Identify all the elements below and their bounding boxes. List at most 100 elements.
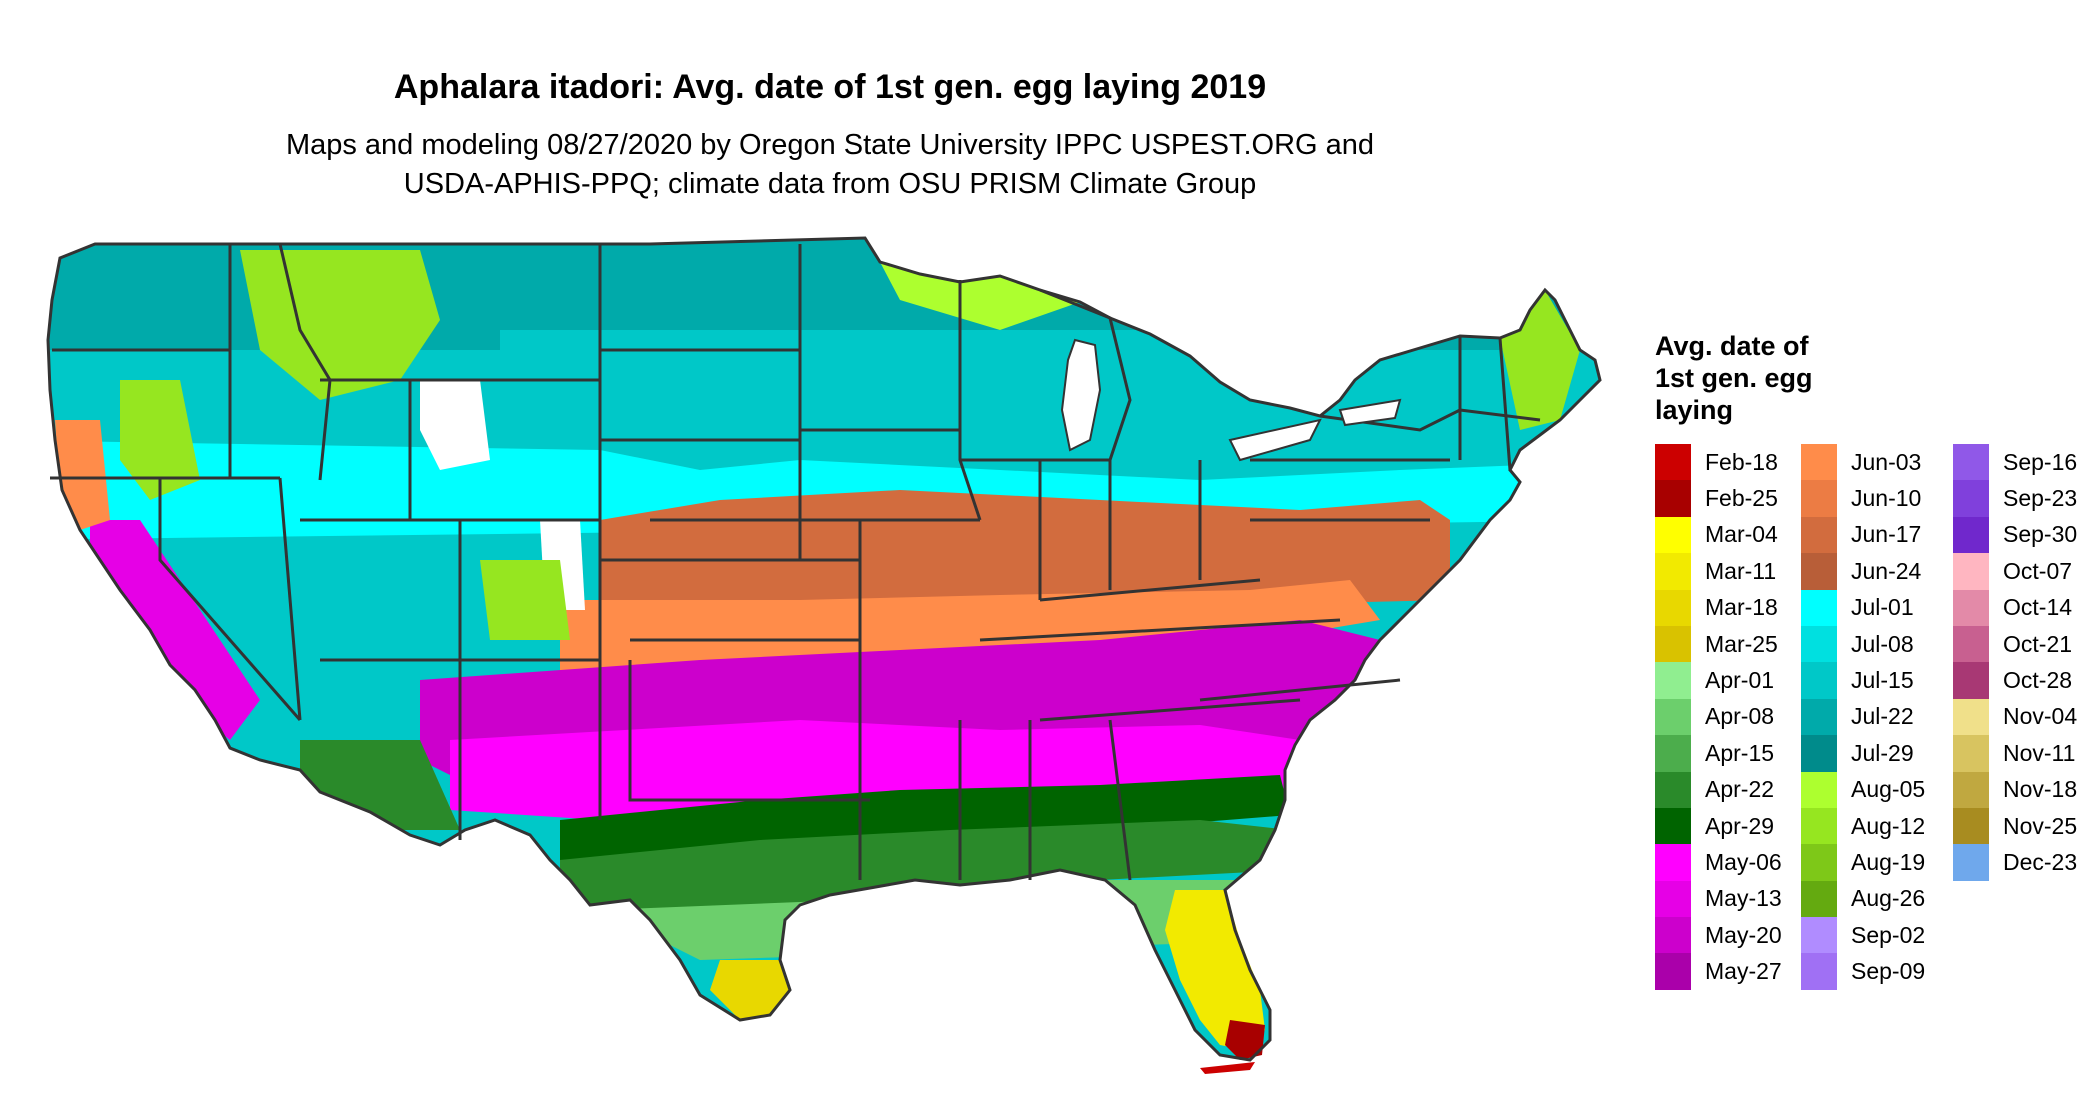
band-westcoast-may [90, 520, 260, 740]
legend-label: Mar-25 [1705, 630, 1778, 657]
legend-label: Jun-03 [1851, 448, 1922, 475]
legend-label: Apr-29 [1705, 812, 1775, 839]
legend-item: May-06 [1655, 844, 1782, 881]
legend-item: Nov-25 [1953, 807, 2077, 845]
legend-columns: Feb-18 Feb-25 Mar-04 Mar-11 Mar-18 Mar-25 Apr-… [1655, 444, 2095, 1004]
legend-item: Oct-21 [1953, 625, 2077, 663]
legend-label: Oct-28 [2003, 667, 2073, 694]
legend-swatch [1655, 589, 1691, 626]
legend-label: Sep-09 [1851, 958, 1926, 985]
legend-swatch [1953, 589, 1989, 626]
band-greatlakes-green [880, 262, 1080, 330]
band-texas-yellow [710, 960, 790, 1020]
legend-label: Jul-01 [1851, 594, 1914, 621]
legend-item: Mar-04 [1655, 516, 1782, 554]
legend-swatch [1953, 444, 1989, 481]
legend-item: Jul-15 [1801, 662, 1925, 699]
legend-item: Jun-24 [1801, 553, 1925, 590]
band-cascades-green [120, 380, 200, 500]
legend-swatch [1655, 880, 1691, 918]
legend-item: Nov-18 [1953, 771, 2078, 808]
band-rockies-green-2 [480, 560, 570, 640]
legend-label: Aug-26 [1851, 885, 1926, 912]
legend-item: Nov-04 [1953, 698, 2078, 736]
legend-label: May-27 [1705, 958, 1782, 985]
legend-label: Jul-22 [1851, 703, 1914, 730]
legend-swatch [1655, 844, 1691, 881]
legend-swatch [1655, 480, 1691, 517]
legend-label: Nov-18 [2003, 776, 2078, 803]
legend-item: Apr-15 [1655, 735, 1782, 772]
us-map [46, 236, 1602, 1074]
legend-swatch [1801, 480, 1837, 517]
legend-label: Jul-29 [1851, 739, 1914, 766]
legend-label: Mar-04 [1705, 521, 1778, 548]
legend: Avg. date of 1st gen. egg laying Feb-18 F… [1655, 330, 2095, 1004]
legend-label: Aug-12 [1851, 812, 1926, 839]
legend-swatch [1801, 735, 1837, 772]
legend-item: Feb-18 [1655, 444, 1782, 481]
legend-label: Jul-15 [1851, 667, 1914, 694]
legend-swatch [1655, 953, 1691, 990]
legend-label: Jun-10 [1851, 485, 1922, 512]
legend-swatch [1953, 480, 1989, 517]
lake-ontario [1338, 398, 1402, 427]
legend-item: Aug-26 [1801, 880, 1926, 918]
legend-swatch [1801, 771, 1837, 808]
legend-label: Nov-11 [2003, 739, 2076, 766]
legend-label: Feb-25 [1705, 485, 1778, 512]
legend-item: Jun-03 [1801, 444, 1925, 481]
legend-swatch [1801, 807, 1837, 845]
legend-item: Jun-17 [1801, 516, 1925, 554]
legend-swatch [1801, 553, 1837, 590]
legend-swatch [1953, 516, 1989, 554]
legend-swatch [1801, 880, 1837, 918]
subtitle-line-2: USDA-APHIS-PPQ; climate data from OSU PR… [403, 168, 1257, 200]
legend-label: May-13 [1705, 885, 1782, 912]
legend-item: Sep-16 [1953, 444, 2077, 481]
legend-item: Sep-30 [1953, 516, 2078, 554]
map-title: Aphalara itadori: Avg. date of 1st gen. … [393, 68, 1267, 106]
legend-swatch [1655, 625, 1691, 663]
legend-label: Sep-30 [2003, 521, 2078, 548]
legend-item: Oct-14 [1953, 589, 2077, 626]
legend-swatch [1801, 698, 1837, 736]
legend-item: Mar-11 [1655, 553, 1782, 590]
legend-item: Dec-23 [1953, 844, 2078, 881]
legend-label: May-20 [1705, 921, 1782, 948]
legend-label: Apr-15 [1705, 739, 1775, 766]
legend-label: Sep-02 [1851, 921, 1926, 948]
legend-swatch [1801, 589, 1837, 626]
legend-label: Mar-18 [1705, 594, 1778, 621]
legend-label: Jul-08 [1851, 630, 1914, 657]
legend-swatch [1953, 625, 1989, 663]
legend-label: Dec-23 [2003, 848, 2078, 875]
legend-item: Aug-12 [1801, 807, 1926, 845]
legend-label: Nov-04 [2003, 703, 2078, 730]
legend-swatch [1655, 553, 1691, 590]
legend-title: Avg. date of 1st gen. egg laying [1655, 330, 1875, 426]
legend-label: Oct-14 [2003, 594, 2073, 621]
legend-label: Aug-19 [1851, 848, 1926, 875]
legend-swatch [1801, 953, 1837, 990]
legend-column-1: Feb-18 Feb-25 Mar-04 Mar-11 Mar-18 Mar-25 Apr-… [1655, 444, 1782, 990]
band-jun03 [560, 580, 1380, 680]
legend-item: Jul-29 [1801, 735, 1925, 772]
legend-item: Apr-22 [1655, 771, 1782, 808]
legend-item: May-20 [1655, 917, 1782, 954]
legend-swatch [1655, 735, 1691, 772]
legend-title-line-3: laying [1655, 395, 1734, 425]
legend-item: Sep-23 [1953, 480, 2077, 517]
florida-red-tip [1225, 1020, 1265, 1060]
legend-swatch [1801, 662, 1837, 699]
subtitle-line-1: Maps and modeling 08/27/2020 by Oregon S… [285, 129, 1375, 161]
legend-swatch [1953, 662, 1989, 699]
legend-swatch [1953, 771, 1989, 808]
state-borders [46, 236, 1602, 1062]
legend-swatch [1953, 553, 1989, 590]
legend-swatch [1655, 771, 1691, 808]
legend-column-3: Sep-16 Sep-23 Sep-30 Oct-07 Oct-14 Oct-21 Oct-… [1953, 444, 2077, 881]
legend-label: Jun-17 [1851, 521, 1922, 548]
legend-item: Apr-01 [1655, 662, 1782, 699]
legend-swatch [1801, 625, 1837, 663]
